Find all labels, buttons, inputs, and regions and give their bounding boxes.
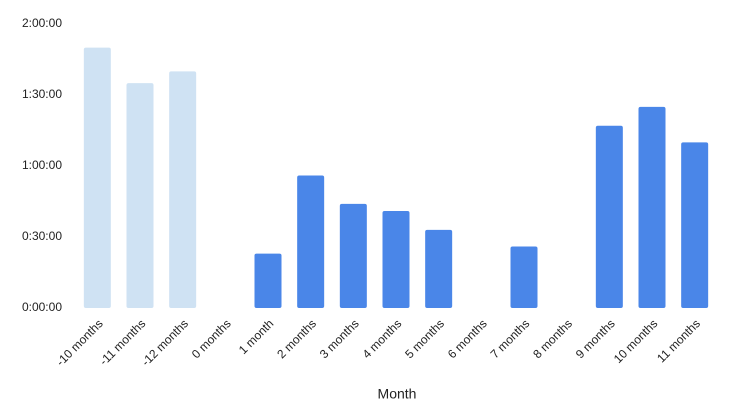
bar	[638, 106, 666, 308]
x-tick-label: 6 months	[445, 316, 490, 361]
bar	[169, 71, 197, 308]
bar	[382, 210, 410, 308]
x-tick-label: 2 months	[274, 316, 319, 361]
y-tick-label: 0:30:00	[22, 229, 62, 243]
bar	[83, 47, 111, 309]
bar	[297, 175, 325, 308]
bar	[595, 125, 623, 309]
x-tick-label: 5 months	[402, 316, 447, 361]
y-tick-label: 1:00:00	[22, 158, 62, 172]
x-tick-label: 8 months	[530, 316, 575, 361]
bar	[254, 253, 282, 308]
x-tick-label: 4 months	[360, 316, 405, 361]
x-tick-label: 3 months	[317, 316, 362, 361]
bar	[681, 142, 709, 308]
x-tick-label: 11 months	[654, 316, 703, 365]
x-tick-label: 1 month	[236, 316, 277, 357]
x-tick-label: -10 months	[53, 316, 105, 368]
x-tick-label: -12 months	[139, 316, 191, 368]
x-tick-label: 10 months	[611, 316, 661, 366]
bar	[126, 83, 154, 309]
y-tick-label: 0:00:00	[22, 300, 62, 314]
y-tick-label: 1:30:00	[22, 87, 62, 101]
x-tick-label: 0 months	[189, 316, 234, 361]
x-tick-label: 9 months	[573, 316, 618, 361]
bar	[425, 229, 453, 308]
bar	[510, 246, 538, 308]
x-tick-label: 7 months	[488, 316, 533, 361]
bar	[339, 203, 367, 308]
y-tick-label: 2:00:00	[22, 16, 62, 30]
x-axis-title: Month	[378, 386, 417, 402]
